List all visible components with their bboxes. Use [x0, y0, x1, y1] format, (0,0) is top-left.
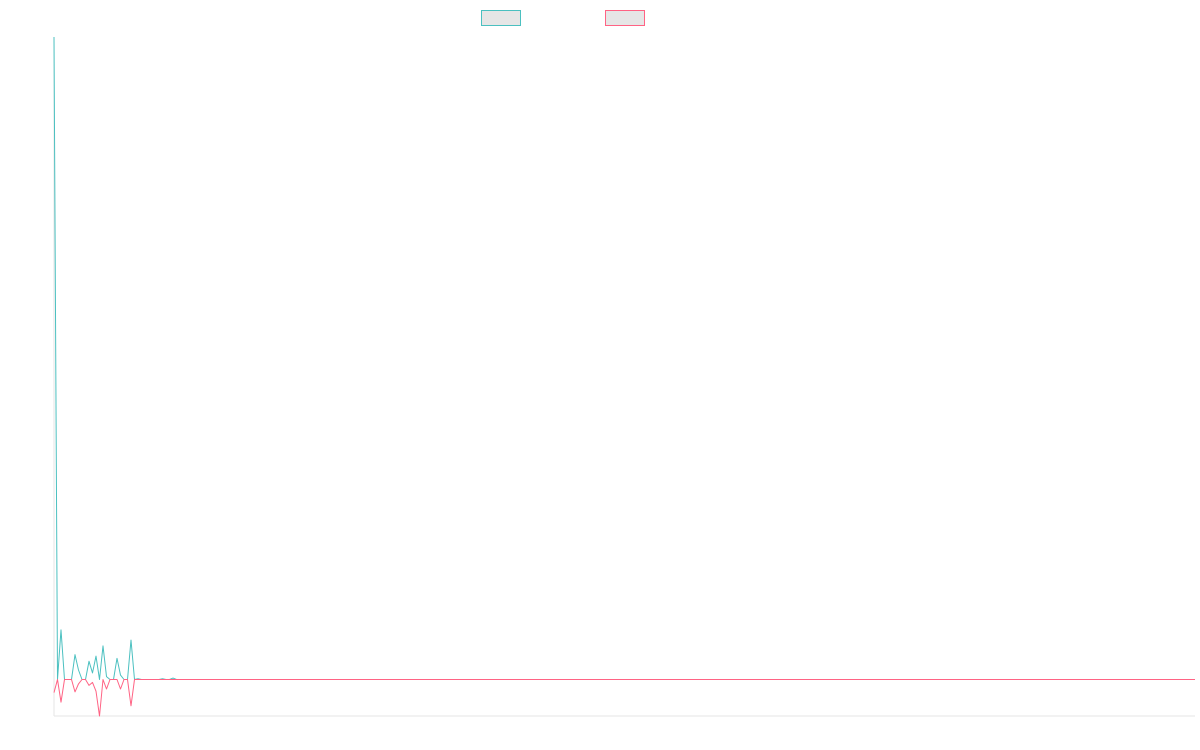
legend-swatch-1[interactable] [481, 10, 521, 26]
series-line-2[interactable] [53, 679, 1195, 717]
chart-axes [53, 37, 1195, 717]
series-line-1[interactable] [53, 36, 1195, 680]
chart-legend[interactable] [481, 10, 645, 26]
legend-swatch-2[interactable] [605, 10, 645, 26]
chart-series [53, 36, 1195, 717]
